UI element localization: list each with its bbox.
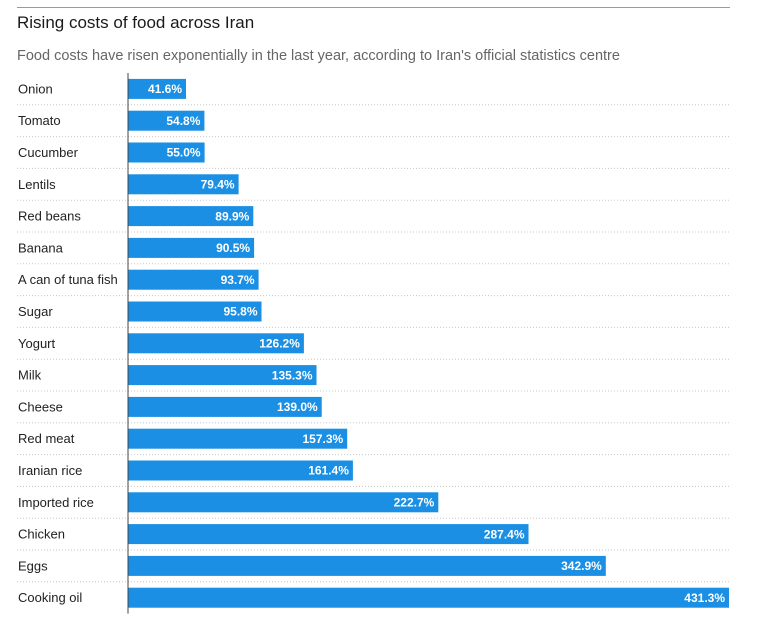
- bar: [128, 587, 729, 608]
- chart-title: Rising costs of food across Iran: [17, 13, 255, 32]
- category-label: Iranian rice: [18, 463, 82, 478]
- value-label: 95.8%: [223, 305, 257, 319]
- category-label: Cooking oil: [18, 590, 82, 605]
- category-label: Onion: [18, 81, 53, 96]
- value-label: 139.0%: [277, 400, 318, 414]
- value-label: 287.4%: [484, 527, 525, 541]
- category-label: Tomato: [18, 113, 61, 128]
- value-label: 157.3%: [302, 432, 343, 446]
- bar: [128, 110, 205, 131]
- bar: [128, 524, 529, 545]
- bar: [128, 555, 606, 576]
- bar: [128, 174, 239, 195]
- category-label: Red meat: [18, 431, 75, 446]
- category-label: Chicken: [18, 527, 65, 542]
- category-label: Red beans: [18, 209, 81, 224]
- bar: [128, 237, 255, 258]
- value-label: 79.4%: [201, 178, 235, 192]
- value-label: 342.9%: [561, 559, 602, 573]
- category-label: Cheese: [18, 399, 63, 414]
- category-label: Yogurt: [18, 336, 55, 351]
- bar: [128, 428, 348, 449]
- category-label: Milk: [18, 368, 42, 383]
- value-label: 54.8%: [166, 114, 200, 128]
- value-label: 135.3%: [272, 368, 313, 382]
- value-label: 126.2%: [259, 337, 300, 351]
- bar: [128, 301, 262, 322]
- value-label: 90.5%: [216, 241, 250, 255]
- chart-subtitle: Food costs have risen exponentially in t…: [17, 48, 620, 64]
- category-label: Imported rice: [18, 495, 94, 510]
- bar: [128, 269, 259, 290]
- value-label: 93.7%: [221, 273, 255, 287]
- category-label: Banana: [18, 240, 64, 255]
- category-label: Cucumber: [18, 145, 79, 160]
- value-label: 55.0%: [167, 146, 201, 160]
- bar: [128, 333, 304, 354]
- category-label: Sugar: [18, 304, 53, 319]
- bar: [128, 365, 317, 386]
- bar: [128, 396, 322, 417]
- bar: [128, 142, 205, 163]
- value-label: 222.7%: [394, 496, 435, 510]
- value-label: 161.4%: [308, 464, 349, 478]
- value-label: 431.3%: [684, 591, 725, 605]
- category-label: Lentils: [18, 177, 56, 192]
- category-label: A can of tuna fish: [18, 272, 118, 287]
- value-label: 41.6%: [148, 82, 182, 96]
- bar: [128, 78, 186, 99]
- bar: [128, 206, 254, 227]
- value-label: 89.9%: [215, 209, 249, 223]
- category-label: Eggs: [18, 558, 48, 573]
- bar: [128, 460, 353, 481]
- top-rule: [17, 7, 730, 8]
- bar: [128, 492, 439, 513]
